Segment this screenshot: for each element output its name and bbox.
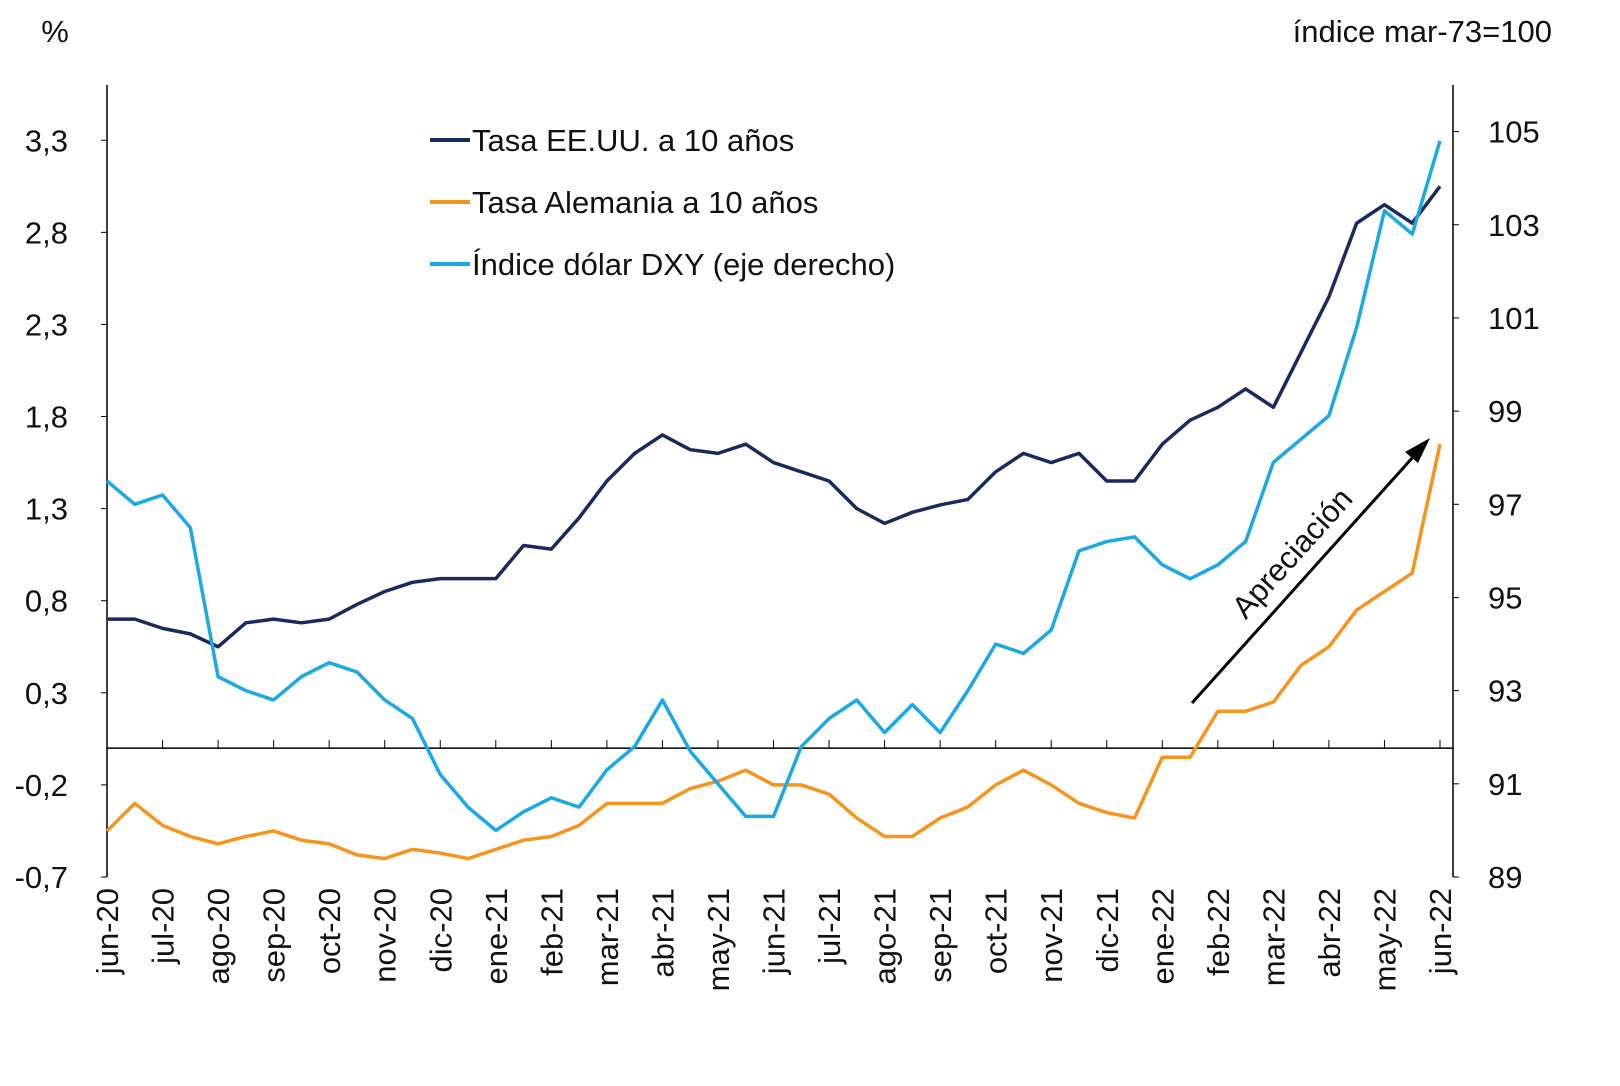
annotation: Apreciación: [1225, 481, 1359, 625]
x-tick-label: sep-21: [923, 888, 958, 983]
legend-label: Índice dólar DXY (eje derecho): [472, 247, 895, 282]
legend-label: Tasa EE.UU. a 10 años: [472, 123, 794, 158]
x-tick-label: jun-20: [90, 888, 125, 975]
x-tick-label: jun-22: [1423, 888, 1458, 975]
y2-tick-label: 91: [1488, 767, 1522, 802]
y-tick-label: 2,3: [25, 307, 68, 342]
x-tick-label: jun-21: [757, 888, 792, 975]
x-tick-label: jul-21: [812, 888, 847, 965]
x-tick-label: oct-21: [979, 888, 1014, 974]
legend-label: Tasa Alemania a 10 años: [472, 185, 818, 220]
x-tick-label: nov-21: [1034, 888, 1069, 983]
x-tick-label: may-22: [1367, 888, 1402, 991]
y2-tick-label: 95: [1488, 580, 1522, 615]
x-tick-label: feb-21: [534, 888, 569, 976]
x-tick-label: dic-21: [1090, 888, 1125, 972]
y2-axis-label: índice mar-73=100: [1293, 14, 1552, 49]
series-line: [107, 185, 1442, 649]
x-tick-label: dic-20: [423, 888, 458, 972]
x-tick-label: sep-20: [257, 888, 292, 983]
y-tick-label: -0,7: [15, 860, 68, 895]
x-tick-label: nov-20: [368, 888, 403, 983]
x-tick-label: ago-21: [868, 888, 903, 985]
annotation-arrow: [1190, 445, 1424, 705]
y2-tick-label: 89: [1488, 860, 1522, 895]
x-tick-label: may-21: [701, 888, 736, 991]
y-tick-label: 0,3: [25, 676, 68, 711]
y-tick-label: 1,8: [25, 400, 68, 435]
series-line: [105, 443, 1442, 861]
y-tick-label: 3,3: [25, 123, 68, 158]
series-line: [105, 140, 1442, 833]
x-tick-label: jul-20: [146, 888, 181, 965]
annotation-arrowhead: [1405, 438, 1430, 463]
y-tick-label: 1,3: [25, 492, 68, 527]
y-tick-label: 0,8: [25, 584, 68, 619]
y2-tick-label: 97: [1488, 487, 1522, 522]
x-tick-label: ago-20: [201, 888, 236, 985]
x-tick-label: mar-22: [1256, 888, 1291, 986]
y2-tick-label: 105: [1488, 115, 1540, 150]
x-tick-label: ene-22: [1145, 888, 1180, 985]
x-tick-label: feb-22: [1201, 888, 1236, 976]
y2-tick-label: 101: [1488, 301, 1540, 336]
y2-tick-label: 93: [1488, 674, 1522, 709]
y-axis-label: %: [41, 14, 69, 49]
x-tick-label: mar-21: [590, 888, 625, 986]
y2-tick-label: 99: [1488, 394, 1522, 429]
x-tick-label: ene-21: [479, 888, 514, 985]
x-tick-label: abr-22: [1312, 888, 1347, 978]
y2-tick-label: 103: [1488, 208, 1540, 243]
y-tick-label: -0,2: [15, 768, 68, 803]
x-tick-label: oct-20: [312, 888, 347, 974]
y-tick-label: 2,8: [25, 215, 68, 250]
x-tick-label: abr-21: [645, 888, 680, 978]
